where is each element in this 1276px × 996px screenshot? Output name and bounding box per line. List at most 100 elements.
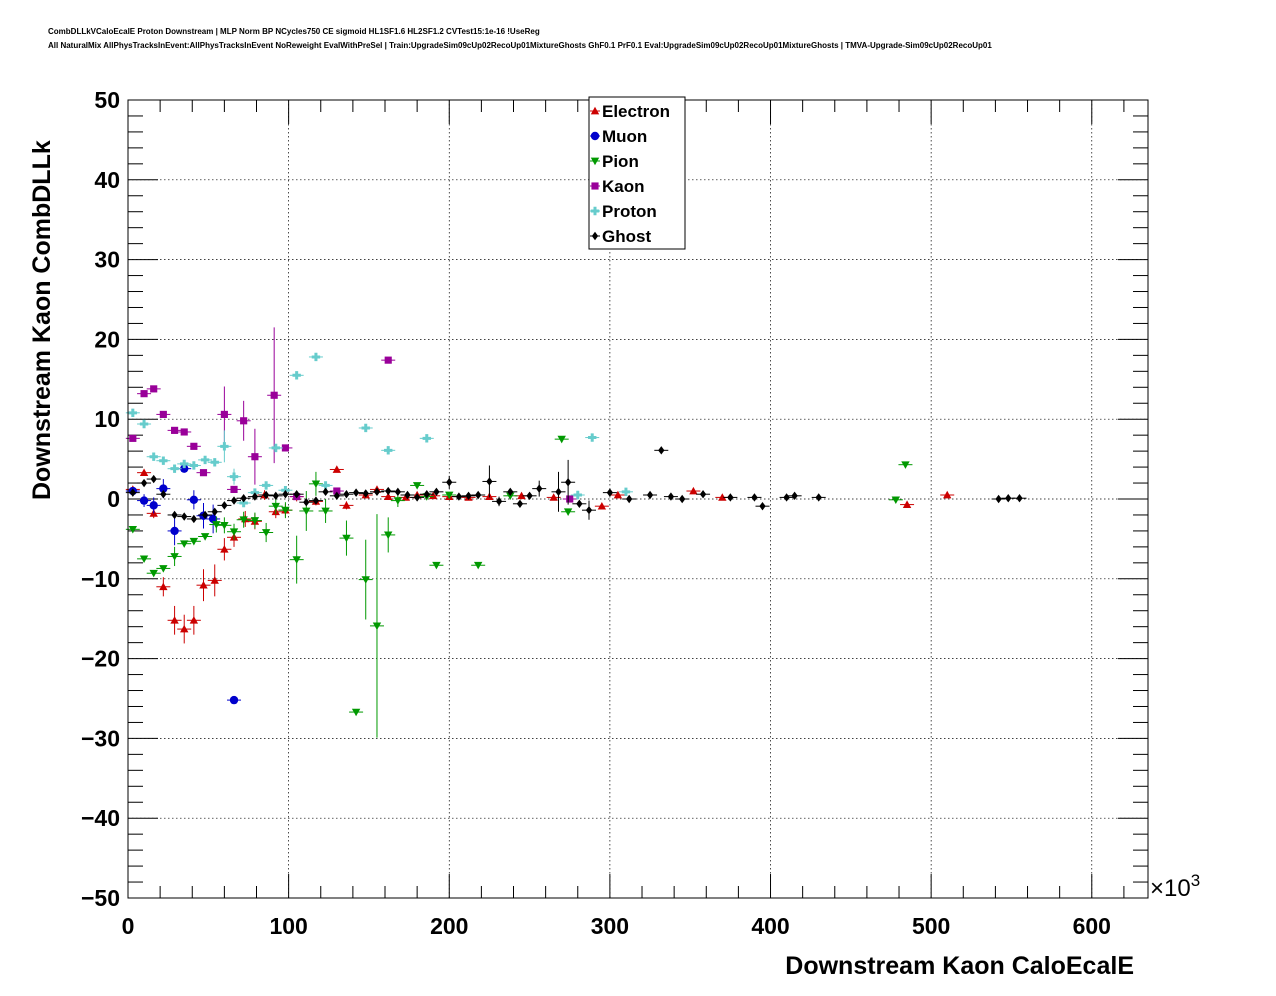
data-point-kaon: [333, 487, 341, 495]
data-point-pion: [159, 565, 168, 573]
data-point-ghost: [129, 488, 136, 497]
data-point-proton: [588, 433, 597, 442]
y-tick-label: 50: [94, 87, 120, 113]
data-point-ghost: [230, 496, 238, 505]
data-point-ghost: [201, 510, 209, 520]
data-point-pion: [342, 534, 351, 543]
data-point-ghost: [181, 512, 188, 521]
data-point-ghost: [536, 484, 543, 493]
data-point-proton: [239, 498, 248, 508]
data-point-ghost: [413, 493, 421, 502]
data-point-pion: [412, 482, 422, 490]
data-point-pion: [180, 540, 189, 548]
legend-marker-muon: [590, 131, 600, 141]
legend-label: Ghost: [602, 227, 651, 246]
data-point-kaon: [180, 428, 188, 436]
data-point-kaon: [159, 410, 167, 418]
data-point-pion: [432, 561, 441, 570]
legend-entry-electron: Electron: [590, 102, 670, 121]
data-point-ghost: [576, 499, 583, 508]
data-point-electron: [199, 580, 208, 589]
data-point-ghost: [658, 446, 665, 455]
data-point-pion: [473, 561, 483, 570]
data-point-ghost: [759, 501, 766, 511]
legend-entry-kaon: Kaon: [590, 177, 645, 196]
data-point-proton: [621, 487, 631, 497]
title-line-1: CombDLLkVCaloEcalE Proton Downstream | M…: [48, 27, 540, 36]
data-point-ghost: [516, 499, 524, 508]
series-ghost: [125, 446, 1027, 524]
data-point-ghost: [211, 507, 218, 516]
data-point-ghost: [394, 487, 402, 497]
data-point-ghost: [667, 492, 675, 501]
data-point-kaon: [129, 434, 137, 442]
data-point-ghost: [282, 490, 289, 499]
axis-ticks: [127, 99, 1148, 899]
data-point-ghost: [626, 494, 633, 504]
x-tick-label: 0: [122, 913, 135, 939]
data-point-pion: [351, 708, 361, 717]
data-point-ghost: [475, 490, 482, 500]
data-point-pion: [384, 531, 393, 540]
legend-label: Muon: [602, 127, 647, 146]
data-point-pion: [189, 537, 199, 546]
data-point-pion: [506, 492, 515, 501]
data-point-ghost: [585, 505, 593, 515]
data-point-muon: [139, 496, 149, 505]
y-tick-label: −10: [81, 566, 120, 592]
data-point-electron: [943, 490, 952, 499]
data-point-ghost: [495, 497, 503, 506]
y-tick-label: −20: [81, 646, 120, 672]
data-point-proton: [180, 459, 189, 469]
data-point-ghost: [150, 474, 157, 484]
legend-marker-kaon: [591, 182, 599, 190]
legend-label: Proton: [602, 202, 657, 221]
data-point-ghost: [791, 491, 798, 501]
data-point-electron: [189, 616, 199, 624]
data-point-proton: [311, 352, 321, 362]
data-point-pion: [372, 622, 382, 631]
data-point-electron: [902, 500, 912, 508]
data-point-ghost: [352, 488, 360, 497]
data-point-electron: [718, 493, 727, 501]
data-point-pion: [311, 480, 321, 489]
data-point-ghost: [699, 490, 707, 499]
y-tick-label: 10: [94, 406, 120, 432]
data-point-ghost: [322, 487, 329, 497]
data-point-ghost: [251, 492, 259, 501]
data-point-pion: [321, 507, 330, 516]
y-tick-label: −30: [81, 725, 120, 751]
data-point-ghost: [303, 497, 310, 507]
data-point-pion: [229, 528, 239, 536]
legend-label: Pion: [602, 152, 639, 171]
data-point-electron: [170, 616, 179, 624]
data-point-proton: [573, 490, 582, 500]
data-point-ghost: [555, 487, 562, 497]
data-point-pion: [212, 521, 221, 529]
data-point-ghost: [815, 493, 822, 502]
data-point-ghost: [526, 491, 533, 501]
data-point-ghost: [140, 478, 148, 488]
data-point-ghost: [240, 494, 247, 503]
y-tick-label: −50: [81, 885, 120, 911]
legend-marker-ghost: [591, 231, 599, 241]
data-point-ghost: [423, 490, 430, 499]
data-point-kaon: [384, 356, 392, 364]
data-point-pion: [271, 502, 280, 511]
data-point-proton: [200, 455, 210, 465]
y-tick-label: 20: [94, 326, 120, 352]
data-point-pion: [239, 516, 248, 524]
data-point-ghost: [171, 510, 178, 520]
data-point-ghost: [783, 493, 790, 502]
legend-box: [588, 96, 686, 250]
data-point-kaon: [140, 390, 148, 398]
data-point-pion: [139, 555, 149, 564]
data-point-electron: [220, 545, 229, 553]
data-point-ghost: [221, 501, 228, 510]
data-point-kaon: [240, 417, 248, 425]
x-tick-label: 600: [1073, 913, 1111, 939]
data-point-ghost: [606, 488, 614, 497]
x-tick-label: 500: [912, 913, 950, 939]
data-point-pion: [220, 521, 229, 530]
